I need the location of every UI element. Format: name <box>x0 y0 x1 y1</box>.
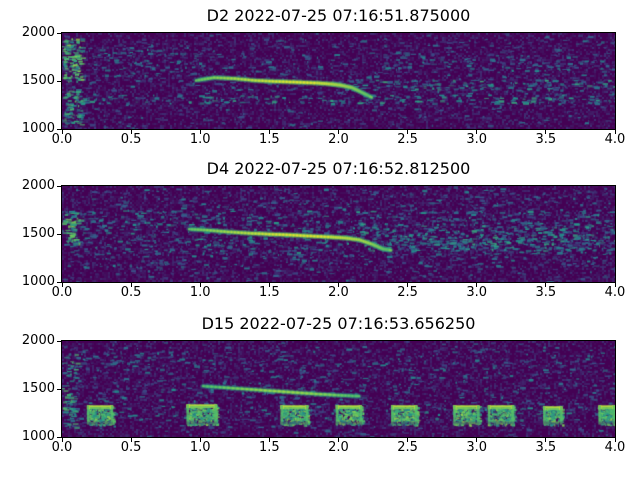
x-tick-mark <box>614 130 616 134</box>
y-tick-label: 2000 <box>21 25 55 40</box>
y-tick-mark <box>57 388 61 390</box>
y-tick-label: 1000 <box>21 121 55 136</box>
x-tick-mark <box>614 438 616 442</box>
x-tick-label: 0.0 <box>51 285 73 300</box>
x-tick-label: 2.5 <box>397 132 418 147</box>
x-tick-label: 3.5 <box>535 285 557 300</box>
x-tick-mark <box>199 130 201 134</box>
x-tick-mark <box>407 438 409 442</box>
x-tick-label: 1.0 <box>189 440 211 455</box>
y-tick-mark <box>57 281 61 283</box>
y-tick-label: 1500 <box>21 226 55 241</box>
x-tick-mark <box>199 438 201 442</box>
x-tick-label: 1.5 <box>259 132 280 147</box>
x-tick-mark <box>268 438 270 442</box>
axes-frame <box>61 340 616 438</box>
x-tick-mark <box>61 438 63 442</box>
x-tick-mark <box>476 438 478 442</box>
subplot-d15: D15 2022-07-25 07:16:53.656250 0.0 0.5 1.0… <box>0 308 640 461</box>
x-tick-label: 1.0 <box>189 132 211 147</box>
x-tick-label: 2.0 <box>328 285 349 300</box>
y-tick-label: 1000 <box>21 274 55 289</box>
x-tick-mark <box>338 438 339 442</box>
spectrogram-canvas <box>62 341 615 437</box>
y-tick-label: 1000 <box>21 429 55 444</box>
x-tick-mark <box>199 283 201 287</box>
x-tick-label: 0.0 <box>51 132 73 147</box>
x-tick-label: 3.0 <box>466 440 488 455</box>
y-tick-mark <box>57 436 61 438</box>
x-tick-mark <box>476 283 478 287</box>
y-tick-label: 2000 <box>21 333 55 348</box>
y-tick-mark <box>57 80 61 82</box>
x-tick-mark <box>268 283 270 287</box>
subplot-title: D4 2022-07-25 07:16:52.812500 <box>206 159 471 178</box>
x-tick-label: 2.5 <box>397 440 418 455</box>
y-tick-mark <box>57 32 61 34</box>
x-tick-mark <box>130 130 132 134</box>
subplot-title: D15 2022-07-25 07:16:53.656250 <box>201 314 476 333</box>
x-tick-label: 2.5 <box>397 285 418 300</box>
axes-frame <box>61 32 616 130</box>
x-tick-mark <box>545 438 547 442</box>
y-tick-label: 2000 <box>21 178 55 193</box>
x-tick-label: 3.5 <box>535 132 557 147</box>
x-tick-mark <box>545 283 547 287</box>
x-tick-label: 0.5 <box>120 132 142 147</box>
x-tick-mark <box>614 283 616 287</box>
x-tick-label: 4.0 <box>604 285 626 300</box>
x-tick-mark <box>476 130 478 134</box>
x-tick-mark <box>407 130 409 134</box>
x-tick-label: 3.0 <box>466 132 488 147</box>
x-tick-mark <box>130 438 132 442</box>
x-tick-mark <box>407 283 409 287</box>
axes-frame <box>61 185 616 283</box>
y-tick-label: 1500 <box>21 381 55 396</box>
x-tick-label: 0.5 <box>120 440 142 455</box>
x-tick-mark <box>338 283 339 287</box>
x-tick-label: 1.0 <box>189 285 211 300</box>
subplot-d4: D4 2022-07-25 07:16:52.812500 0.0 0.5 1.0 1… <box>0 153 640 306</box>
x-tick-label: 4.0 <box>604 440 626 455</box>
x-tick-label: 3.5 <box>535 440 557 455</box>
x-tick-mark <box>61 130 63 134</box>
x-tick-mark <box>338 130 339 134</box>
x-tick-label: 2.0 <box>328 440 349 455</box>
x-tick-label: 0.0 <box>51 440 73 455</box>
y-tick-mark <box>57 185 61 187</box>
x-tick-label: 1.5 <box>259 440 280 455</box>
subplot-title: D2 2022-07-25 07:16:51.875000 <box>206 6 471 25</box>
spectrogram-canvas <box>62 33 615 129</box>
y-tick-mark <box>57 340 61 342</box>
x-tick-mark <box>545 130 547 134</box>
y-tick-mark <box>57 128 61 130</box>
x-tick-label: 3.0 <box>466 285 488 300</box>
x-tick-mark <box>130 283 132 287</box>
x-tick-label: 0.5 <box>120 285 142 300</box>
y-tick-mark <box>57 233 61 235</box>
spectrogram-canvas <box>62 186 615 282</box>
x-tick-label: 1.5 <box>259 285 280 300</box>
x-tick-label: 4.0 <box>604 132 626 147</box>
x-tick-label: 2.0 <box>328 132 349 147</box>
subplot-d2: D2 2022-07-25 07:16:51.875000 0.0 0.5 1.0 1… <box>0 0 640 153</box>
x-tick-mark <box>268 130 270 134</box>
y-tick-label: 1500 <box>21 73 55 88</box>
x-tick-mark <box>61 283 63 287</box>
